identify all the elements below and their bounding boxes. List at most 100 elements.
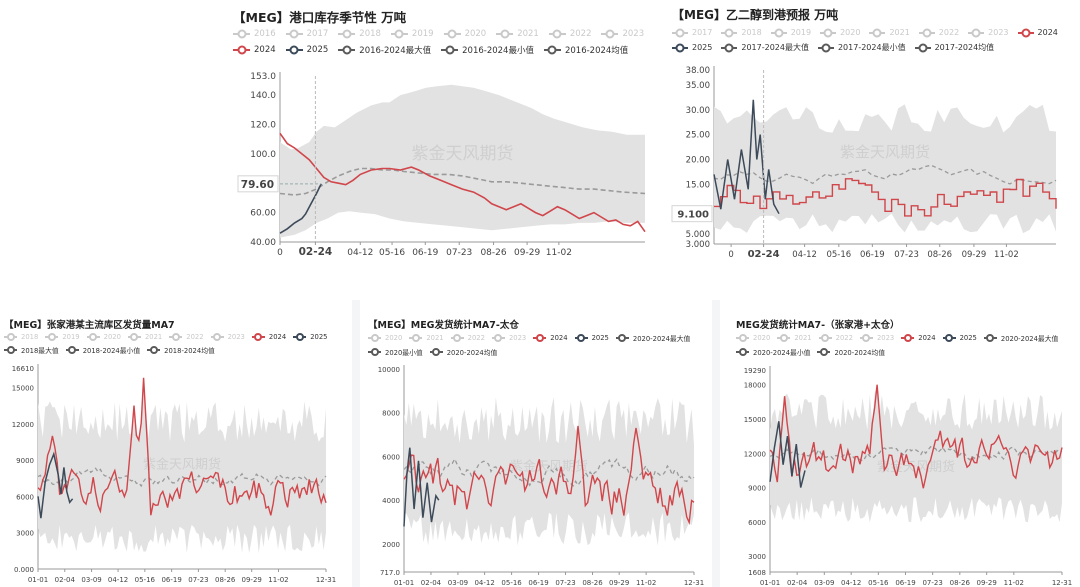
legend-item-2020-2024均值[interactable]: 2020-2024均值 (817, 347, 885, 357)
legend-item-2020最小值[interactable]: 2020最小值 (368, 347, 423, 357)
legend-item-2017-2024均值[interactable]: 2017-2024均值 (915, 42, 995, 53)
legend-label: 2019 (62, 333, 80, 341)
legend-item-2020-2024最小值[interactable]: 2020-2024最小值 (736, 347, 810, 357)
y-tick-label: 0.000 (14, 566, 34, 574)
y-tick-label: 100.0 (250, 150, 276, 160)
legend-item-2016-2024最小值[interactable]: 2016-2024最小值 (441, 44, 534, 56)
legend-item-2019[interactable]: 2019 (391, 29, 434, 39)
series-2025 (279, 183, 322, 234)
legend-item-2023[interactable]: 2023 (601, 29, 644, 39)
legend-item-2018-2024最小值[interactable]: 2018-2024最小值 (66, 345, 140, 355)
legend-item-2025[interactable]: 2025 (672, 43, 712, 52)
legend-item-2017[interactable]: 2017 (672, 28, 712, 37)
legend-item-2022[interactable]: 2022 (819, 334, 853, 342)
legend-item-2022[interactable]: 2022 (919, 28, 959, 37)
legend-item-2020[interactable]: 2020 (87, 333, 121, 341)
legend-label: 2019 (790, 28, 812, 37)
panel-arrival-forecast: 【MEG】乙二醇到港预报 万吨 2017 2018 2019 2020 2021 2022… (664, 0, 1080, 268)
legend-item-2017-2024最小值[interactable]: 2017-2024最小值 (818, 42, 906, 53)
legend-item-2022[interactable]: 2022 (169, 333, 203, 341)
legend-label: 2022 (835, 334, 853, 342)
legend-item-2024[interactable]: 2024 (233, 45, 276, 55)
y-tick-label: 35.00 (686, 81, 710, 91)
range-band (714, 104, 1056, 234)
legend-item-2020[interactable]: 2020 (820, 28, 860, 37)
legend-item-2018最大值[interactable]: 2018最大值 (4, 345, 59, 355)
x-tick-label: 02-24 (299, 246, 333, 258)
legend-item-2020[interactable]: 2020 (736, 334, 770, 342)
legend-item-2023[interactable]: 2023 (968, 28, 1008, 37)
series-2025 (713, 99, 780, 215)
legend-item-2023[interactable]: 2023 (492, 334, 526, 342)
legend-item-2021[interactable]: 2021 (128, 333, 162, 341)
legend-item-2018[interactable]: 2018 (338, 29, 381, 39)
chart-title: 【MEG】张家港某主流库区发货量MA7 (4, 320, 175, 331)
legend-label: 2020最小值 (385, 349, 423, 357)
legend-item-2017-2024最大值[interactable]: 2017-2024最大值 (721, 42, 809, 53)
legend-item-2021[interactable]: 2021 (409, 334, 443, 342)
legend-item-2021[interactable]: 2021 (869, 28, 909, 37)
current-value-box (237, 175, 279, 193)
legend-item-2022[interactable]: 2022 (451, 334, 485, 342)
x-tick-label: 11-02 (1004, 579, 1024, 587)
y-tick-label: 9000 (748, 485, 766, 493)
y-tick-label: 15.00 (686, 180, 710, 190)
legend-item-2019[interactable]: 2019 (45, 333, 79, 341)
legend-label: 2023 (876, 334, 895, 342)
x-tick-label: 07-23 (555, 579, 575, 587)
legend-item-2021[interactable]: 2021 (777, 334, 811, 342)
legend-item-2021[interactable]: 2021 (496, 29, 539, 39)
legend-label: 2017 (306, 29, 329, 39)
legend-item-2024[interactable]: 2024 (533, 334, 567, 342)
y-tick-label: 15000 (12, 384, 34, 392)
legend-item-2016-2024均值[interactable]: 2016-2024均值 (544, 44, 628, 56)
series-2024 (37, 377, 327, 516)
legend-item-2024[interactable]: 2024 (252, 333, 286, 341)
legend-label: 2024 (550, 334, 568, 342)
y-tick-label: 3000 (748, 553, 766, 561)
legend-item-2024[interactable]: 2024 (901, 334, 935, 342)
legend-item-2025[interactable]: 2025 (293, 333, 327, 341)
legend-item-2018-2024均值[interactable]: 2018-2024均值 (147, 345, 215, 355)
legend-item-2016-2024最大值[interactable]: 2016-2024最大值 (338, 44, 431, 56)
legend-item-2022[interactable]: 2022 (549, 29, 592, 39)
x-tick-label: 05-16 (135, 576, 156, 584)
legend-item-2024[interactable]: 2024 (1018, 28, 1058, 37)
legend-label: 2018-2024均值 (164, 347, 215, 355)
range-band (770, 384, 1062, 523)
x-tick-label: 05-16 (826, 250, 851, 260)
legend-item-2020[interactable]: 2020 (444, 29, 487, 39)
legend-item-2023[interactable]: 2023 (860, 334, 894, 342)
series-2025 (769, 421, 806, 488)
legend-item-2025[interactable]: 2025 (286, 45, 329, 55)
y-tick-label: 153.0 (250, 72, 276, 82)
x-tick-label: 12-31 (684, 579, 704, 587)
legend-item-2018[interactable]: 2018 (4, 333, 38, 341)
legend-item-2025[interactable]: 2025 (575, 334, 609, 342)
legend-item-2023[interactable]: 2023 (211, 333, 245, 341)
x-tick-label: 09-29 (242, 576, 262, 584)
legend-label: 2019 (411, 29, 434, 39)
legend-label: 2023 (227, 333, 245, 341)
legend-item-2025[interactable]: 2025 (943, 334, 977, 342)
legend-label: 2023 (508, 334, 527, 342)
y-tick-label: 20.00 (686, 155, 710, 165)
x-tick-label: 07-23 (922, 579, 942, 587)
chart-legend: 2017 2018 2019 2020 2021 2022 2023 2024 2025 2017… (672, 28, 1080, 53)
legend-item-2019[interactable]: 2019 (771, 28, 811, 37)
legend-item-2020[interactable]: 2020 (368, 334, 402, 342)
panel-port-inventory: 【MEG】港口库存季节性 万吨 2016 2017 2018 2019 2020 2021… (225, 0, 657, 262)
legend-item-2020-2024最大值[interactable]: 2020-2024最大值 (984, 333, 1058, 343)
legend-label: 2020-2024最大值 (632, 335, 691, 343)
chart-title: 【MEG】港口库存季节性 万吨 (233, 10, 407, 25)
y-tick-label: 10000 (378, 366, 400, 374)
legend-item-2018[interactable]: 2018 (721, 28, 761, 37)
legend-item-2016[interactable]: 2016 (233, 29, 276, 39)
legend-item-2020-2024最大值[interactable]: 2020-2024最大值 (616, 333, 690, 343)
legend-item-2017[interactable]: 2017 (286, 29, 329, 39)
legend-item-2020-2024均值[interactable]: 2020-2024均值 (430, 347, 498, 357)
legend-label: 2020-2024均值 (446, 349, 498, 357)
x-tick-label: 12-31 (316, 576, 336, 584)
legend-label: 2025 (591, 334, 609, 342)
legend-label: 2021 (144, 333, 163, 341)
